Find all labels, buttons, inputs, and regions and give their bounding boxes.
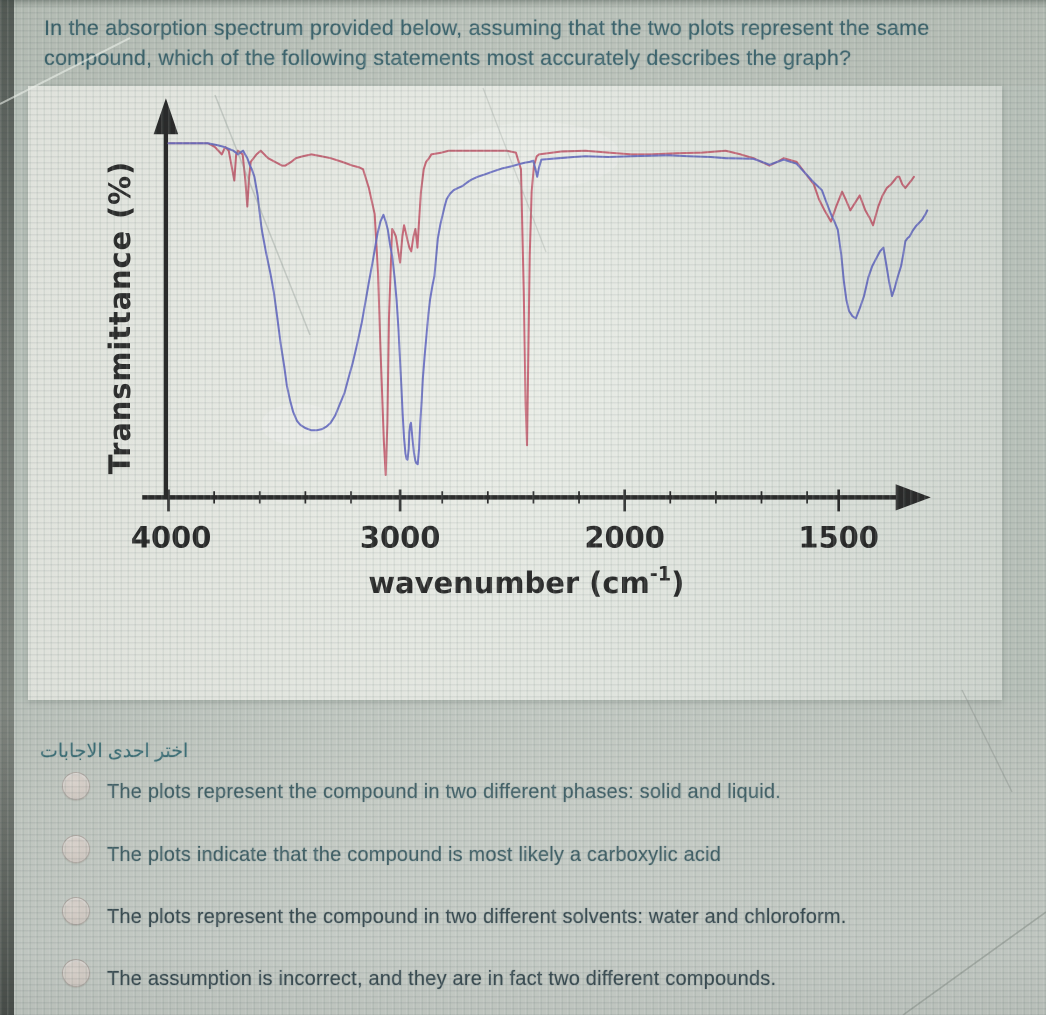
answers-band bbox=[0, 702, 1046, 1015]
ir-spectrum-chart: Transmittance (%) 4000 3000 2000 1500 wa… bbox=[103, 98, 931, 600]
option-label-4[interactable]: The assumption is incorrect, and they ar… bbox=[107, 968, 777, 990]
option-label-2[interactable]: The plots indicate that the compound is … bbox=[107, 844, 722, 866]
radio-button-option-2[interactable] bbox=[62, 835, 90, 863]
radio-button-option-4[interactable] bbox=[62, 959, 90, 987]
option-label-1[interactable]: The plots represent the compound in two … bbox=[107, 781, 781, 803]
spectrum-chart-panel: Transmittance (%) 4000 3000 2000 1500 wa… bbox=[28, 86, 1002, 700]
x-axis bbox=[142, 484, 931, 511]
photo-top-edge bbox=[0, 0, 1046, 8]
photo-left-edge bbox=[0, 0, 14, 1015]
question-line-1: In the absorption spectrum provided belo… bbox=[44, 16, 930, 40]
question-line-2: compound, which of the following stateme… bbox=[44, 46, 852, 70]
x-tick-label-1500: 1500 bbox=[798, 520, 879, 554]
option-row-1[interactable]: The plots represent the compound in two … bbox=[62, 772, 781, 804]
option-row-4[interactable]: The assumption is incorrect, and they ar… bbox=[62, 959, 776, 991]
radio-button-option-3[interactable] bbox=[62, 897, 90, 925]
ir-curve-red bbox=[167, 142, 915, 477]
question-band bbox=[0, 0, 1046, 86]
glare-spot bbox=[261, 403, 336, 446]
y-axis bbox=[153, 98, 179, 500]
x-axis-title: wavenumber (cm-1) bbox=[368, 563, 684, 600]
option-row-2[interactable]: The plots indicate that the compound is … bbox=[62, 835, 721, 867]
answer-prompt-arabic: اختر احدى الاجابات bbox=[40, 741, 189, 762]
y-axis-arrow-icon bbox=[153, 98, 179, 135]
question-text: In the absorption spectrum provided belo… bbox=[44, 13, 1024, 73]
y-axis-title: Transmittance (%) bbox=[103, 161, 137, 474]
option-label-3[interactable]: The plots represent the compound in two … bbox=[107, 906, 847, 928]
x-tick-label-4000: 4000 bbox=[131, 520, 212, 554]
ir-curve-blue bbox=[167, 142, 929, 466]
radio-button-option-1[interactable] bbox=[62, 772, 90, 800]
x-tick-label-2000: 2000 bbox=[584, 520, 665, 554]
x-tick-label-3000: 3000 bbox=[360, 520, 441, 554]
x-axis-arrow-icon bbox=[895, 484, 931, 511]
option-row-3[interactable]: The plots represent the compound in two … bbox=[62, 897, 847, 929]
x-axis-ticks bbox=[167, 489, 900, 512]
